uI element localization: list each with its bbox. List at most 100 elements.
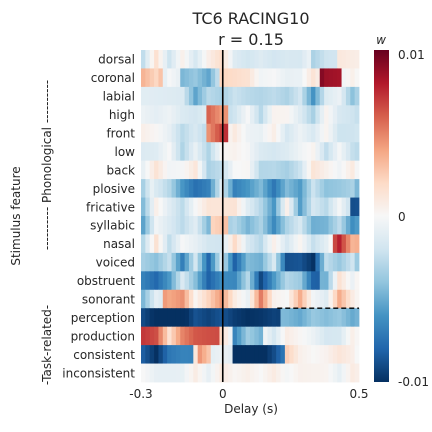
- heatmap-cell: [180, 86, 185, 106]
- heatmap-cell: [345, 289, 351, 309]
- heatmap-cell: [319, 105, 325, 125]
- heatmap-cell: [202, 308, 207, 328]
- heatmap-cell: [293, 50, 299, 69]
- heatmap-cell: [241, 308, 247, 328]
- heatmap-cell: [149, 216, 155, 235]
- heatmap-cell: [193, 105, 199, 125]
- heatmap-cell: [228, 326, 233, 346]
- heatmap-cell: [202, 105, 207, 125]
- heatmap-cell: [250, 86, 255, 106]
- heatmap-cell: [328, 234, 334, 254]
- heatmap-cell: [180, 123, 185, 143]
- heatmap-cell: [250, 363, 255, 383]
- heatmap-cell: [154, 179, 159, 198]
- heatmap-cell: [236, 289, 242, 309]
- heatmap-cell: [180, 160, 185, 180]
- heatmap-cell: [188, 252, 194, 272]
- colorbar-tick-max: 0.01: [398, 48, 425, 62]
- heatmap-cell: [228, 289, 233, 309]
- heatmap-cell: [315, 105, 321, 125]
- heatmap-cell: [302, 252, 308, 272]
- heatmap-cell: [293, 289, 299, 309]
- heatmap-cell: [245, 289, 251, 309]
- heatmap-cell: [289, 326, 294, 346]
- heatmap-cell: [254, 216, 260, 235]
- heatmap-cell: [354, 216, 360, 235]
- heatmap-cell: [215, 326, 220, 346]
- heatmap-cell: [149, 252, 155, 272]
- heatmap-cell: [210, 86, 216, 106]
- group-label-phonological: ---------- Phonological ----------: [40, 80, 54, 250]
- heatmap-cell: [276, 197, 281, 217]
- chart-subtitle: r = 0.15: [218, 30, 284, 49]
- heatmap-cell: [210, 271, 216, 291]
- heatmap-cell: [215, 160, 220, 180]
- heatmap-cell: [175, 289, 181, 309]
- heatmap-cell: [245, 216, 251, 235]
- heatmap-cell: [267, 363, 273, 383]
- heatmap-cell: [319, 142, 325, 162]
- heatmap-cell: [302, 160, 308, 180]
- heatmap-cell: [145, 197, 151, 217]
- heatmap-cell: [332, 160, 338, 180]
- heatmap-cell: [188, 345, 194, 364]
- heatmap-cell: [315, 289, 321, 309]
- heatmap-cell: [141, 68, 146, 88]
- heatmap-cell: [250, 160, 255, 180]
- feature-label-coronal: coronal: [91, 71, 135, 85]
- heatmap-cell: [250, 234, 255, 254]
- heatmap-cell: [263, 86, 268, 106]
- heatmap-cell: [254, 345, 260, 364]
- heatmap-cell: [350, 123, 356, 143]
- heatmap-cell: [354, 326, 360, 346]
- heatmap-cell: [232, 308, 238, 328]
- heatmap-cell: [297, 123, 303, 143]
- heatmap-cell: [210, 326, 216, 346]
- heatmap-cell: [354, 179, 360, 198]
- heatmap-cell: [289, 252, 294, 272]
- heatmap-cell: [202, 345, 207, 364]
- heatmap-cell: [267, 234, 273, 254]
- heatmap-cell: [284, 216, 290, 235]
- heatmap-cell: [141, 197, 146, 217]
- heatmap-cell: [241, 179, 247, 198]
- heatmap-cell: [206, 197, 212, 217]
- heatmap-cell: [354, 308, 360, 328]
- heatmap-cell: [241, 289, 247, 309]
- heatmap-cell: [197, 105, 203, 125]
- heatmap-cell: [263, 68, 268, 88]
- heatmap-cell: [171, 271, 177, 291]
- heatmap-cell: [263, 160, 268, 180]
- heatmap-cell: [332, 326, 338, 346]
- heatmap-cell: [241, 252, 247, 272]
- heatmap-cell: [162, 363, 168, 383]
- heatmap-cell: [324, 363, 329, 383]
- heatmap-cell: [197, 50, 203, 69]
- heatmap-cell: [319, 160, 325, 180]
- heatmap-cell: [245, 142, 251, 162]
- heatmap-cell: [284, 197, 290, 217]
- heatmap-cell: [271, 179, 277, 198]
- heatmap-cell: [332, 308, 338, 328]
- heatmap-cell: [228, 123, 233, 143]
- heatmap-cell: [345, 105, 351, 125]
- heatmap-cell: [184, 142, 190, 162]
- heatmap-cell: [210, 50, 216, 69]
- heatmap-cell: [276, 68, 281, 88]
- heatmap-cell: [341, 271, 347, 291]
- heatmap-cell: [158, 179, 164, 198]
- heatmap-cell: [337, 363, 342, 383]
- heatmap-cell: [223, 50, 229, 69]
- heatmap-cell: [254, 252, 260, 272]
- heatmap-cell: [202, 86, 207, 106]
- heatmap-cell: [171, 345, 177, 364]
- heatmap-cell: [188, 271, 194, 291]
- x-axis-label: Delay (s): [224, 402, 278, 416]
- heatmap-cell: [341, 68, 347, 88]
- heatmap-cell: [306, 179, 312, 198]
- heatmap-cell: [202, 68, 207, 88]
- heatmap-cell: [341, 234, 347, 254]
- heatmap-cell: [197, 197, 203, 217]
- heatmap-cell: [345, 271, 351, 291]
